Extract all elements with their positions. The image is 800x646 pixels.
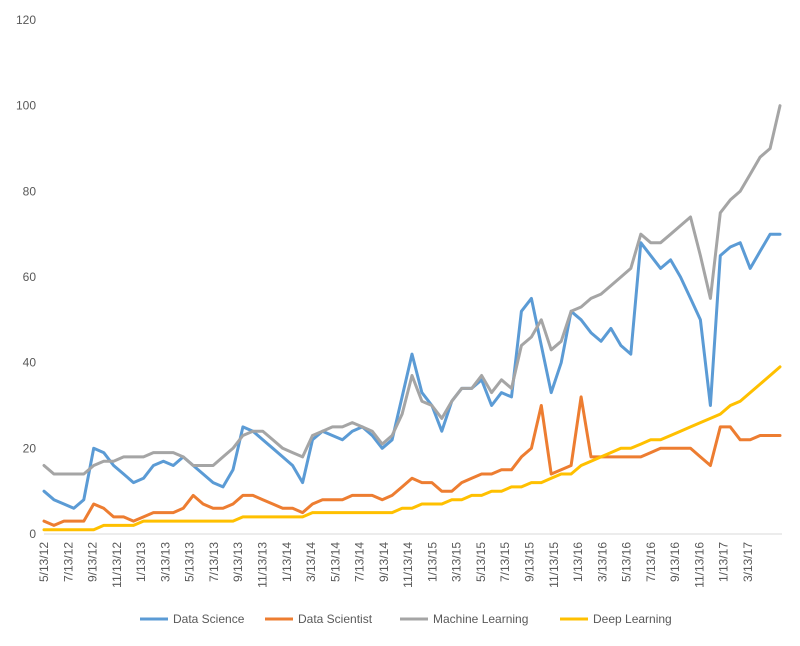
series-line-data-science — [42, 232, 782, 510]
x-tick-label: 1/13/14 — [280, 542, 294, 582]
x-tick-label: 11/13/13 — [255, 542, 269, 588]
x-tick-label: 7/13/14 — [353, 542, 367, 582]
y-tick-label: 20 — [23, 441, 37, 455]
x-tick-label: 3/13/13 — [158, 542, 172, 582]
y-tick-label: 60 — [23, 270, 37, 284]
x-tick-label: 9/13/13 — [231, 542, 245, 582]
x-tick-label: 1/13/16 — [571, 542, 585, 582]
x-tick-label: 11/13/16 — [692, 542, 706, 588]
x-tick-label: 11/13/14 — [401, 542, 415, 588]
y-axis-tick-labels: 0 20 40 60 80 100 120 — [16, 13, 36, 541]
x-tick-label: 3/13/17 — [741, 542, 755, 582]
legend-label: Data Scientist — [298, 612, 373, 626]
x-tick-label: 9/13/14 — [377, 542, 391, 582]
y-tick-label: 0 — [29, 527, 36, 541]
legend-label: Deep Learning — [593, 612, 672, 626]
legend: Data Science Data Scientist Machine Learni… — [140, 612, 672, 626]
x-tick-label: 1/13/17 — [717, 542, 731, 582]
x-tick-label: 1/13/13 — [134, 542, 148, 582]
y-tick-label: 80 — [23, 184, 37, 198]
x-tick-label: 7/13/15 — [498, 542, 512, 582]
y-tick-label: 40 — [23, 356, 37, 370]
x-tick-label: 9/13/16 — [668, 542, 682, 582]
series-line-data-scientist — [42, 395, 782, 527]
x-tick-label: 3/13/16 — [595, 542, 609, 582]
legend-label: Machine Learning — [433, 612, 528, 626]
x-tick-label: 7/13/13 — [207, 542, 221, 582]
x-tick-label: 7/13/16 — [644, 542, 658, 582]
x-tick-label: 5/13/12 — [37, 542, 51, 582]
x-tick-label: 1/13/15 — [425, 542, 439, 582]
x-tick-label: 9/13/15 — [523, 542, 537, 582]
x-tick-label: 5/13/15 — [474, 542, 488, 582]
x-tick-label: 11/13/12 — [110, 542, 124, 588]
x-tick-label: 9/13/12 — [86, 542, 100, 582]
x-tick-label: 7/13/12 — [61, 542, 75, 582]
x-tick-label: 3/13/15 — [450, 542, 464, 582]
x-axis-tick-labels: 5/13/12 7/13/12 9/13/12 11/13/12 1/13/13 3/13… — [37, 542, 755, 588]
series-line-deep-learning — [42, 365, 782, 532]
x-tick-label: 5/13/16 — [620, 542, 634, 582]
x-tick-label: 3/13/14 — [304, 542, 318, 582]
x-tick-label: 5/13/14 — [328, 542, 342, 582]
y-tick-label: 120 — [16, 13, 36, 27]
plot-lines — [42, 104, 782, 532]
x-tick-label: 11/13/15 — [547, 542, 561, 588]
legend-label: Data Science — [173, 612, 245, 626]
x-tick-label: 5/13/13 — [183, 542, 197, 582]
y-tick-label: 100 — [16, 99, 36, 113]
series-line-machine-learning — [42, 104, 782, 476]
